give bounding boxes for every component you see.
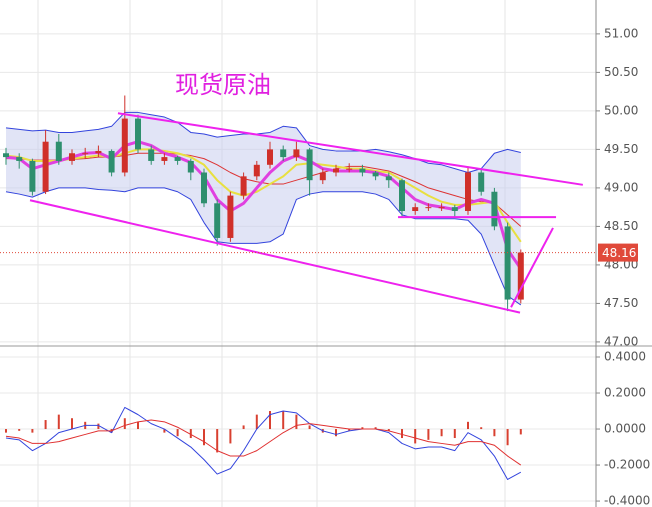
y-tick-label: 47.50 bbox=[604, 296, 638, 310]
y-tick-label: 49.50 bbox=[604, 142, 638, 156]
y-tick-label: 0.2000 bbox=[604, 386, 646, 400]
last-price-box bbox=[598, 243, 638, 262]
trendline bbox=[117, 112, 583, 186]
y-tick-label: 50.00 bbox=[604, 103, 638, 117]
candle-body bbox=[214, 203, 221, 238]
line bbox=[5, 140, 523, 270]
candle-body bbox=[504, 226, 511, 300]
candle-body bbox=[359, 168, 366, 173]
candle-body bbox=[82, 153, 89, 155]
candle-body bbox=[121, 118, 128, 173]
candle-body bbox=[465, 172, 471, 212]
candle-body bbox=[227, 195, 234, 238]
candle-body bbox=[438, 207, 445, 209]
candle-body bbox=[451, 207, 458, 212]
candle-body bbox=[267, 149, 273, 165]
candle-body bbox=[161, 157, 168, 161]
candle-body bbox=[425, 207, 432, 209]
candle-body bbox=[293, 149, 300, 158]
trendline bbox=[510, 227, 554, 308]
candle-body bbox=[306, 149, 313, 181]
candle-body bbox=[55, 141, 62, 161]
candle-body bbox=[16, 157, 23, 161]
band-area bbox=[6, 112, 521, 305]
candle-body bbox=[174, 157, 181, 161]
y-tick-label: 51.00 bbox=[604, 26, 638, 40]
candle-body bbox=[491, 191, 498, 227]
candle-body bbox=[29, 160, 36, 192]
y-tick-label: -0.2000 bbox=[604, 458, 650, 472]
candle-body bbox=[280, 149, 287, 158]
line bbox=[5, 406, 522, 480]
line bbox=[5, 148, 522, 243]
candle-body bbox=[108, 150, 115, 173]
y-tick-label: 47.00 bbox=[604, 334, 638, 348]
trendline bbox=[29, 199, 521, 314]
candle-body bbox=[148, 149, 155, 161]
candle-body bbox=[333, 168, 339, 173]
candle-body bbox=[478, 172, 485, 192]
candle-body bbox=[240, 176, 247, 196]
chart-title: 现货原油 bbox=[175, 71, 271, 99]
candle-body bbox=[201, 172, 207, 204]
candle-body bbox=[399, 180, 405, 212]
y-tick-label: 0.0000 bbox=[604, 422, 646, 436]
candle-body bbox=[187, 160, 194, 173]
y-tick-label: 50.50 bbox=[604, 65, 638, 79]
candle-body bbox=[517, 252, 524, 300]
candle-body bbox=[385, 176, 392, 181]
candle-body bbox=[135, 118, 141, 150]
line bbox=[5, 111, 521, 173]
line bbox=[5, 419, 522, 466]
y-tick-label: 0.4000 bbox=[604, 350, 646, 364]
candle-body bbox=[42, 141, 49, 192]
y-tick-label: 49.00 bbox=[604, 180, 638, 194]
candle-body bbox=[3, 153, 9, 158]
candle-body bbox=[372, 172, 379, 177]
candle-body bbox=[69, 153, 75, 161]
last-price-label: 48.16 bbox=[602, 246, 636, 260]
line bbox=[5, 187, 522, 306]
candle-body bbox=[412, 207, 419, 212]
y-tick-label: 48.50 bbox=[604, 219, 638, 233]
y-tick-label: -0.4000 bbox=[604, 494, 650, 507]
candle-body bbox=[346, 168, 353, 170]
candle-body bbox=[253, 164, 260, 177]
candle-body bbox=[95, 150, 102, 154]
line bbox=[6, 152, 522, 227]
candle-body bbox=[319, 172, 326, 181]
